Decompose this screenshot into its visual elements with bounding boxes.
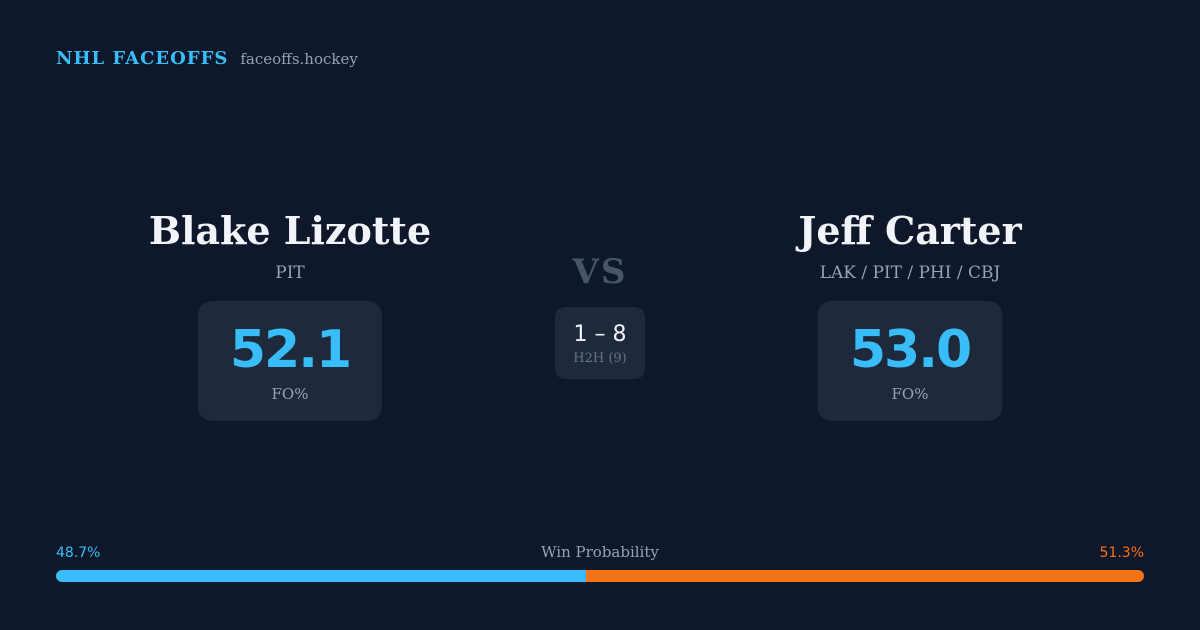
- win-probability-bar: [56, 570, 1144, 582]
- vs-label: VS: [572, 252, 628, 292]
- brand-url: faceoffs.hockey: [240, 50, 358, 68]
- brand-header: NHL FACEOFFS faceoffs.hockey: [56, 48, 358, 69]
- brand-title: NHL FACEOFFS: [56, 48, 229, 69]
- player-right-team: LAK / PIT / PHI / CBJ: [819, 263, 1001, 283]
- win-probability-right-value: 51.3%: [1099, 545, 1144, 561]
- win-probability-labels: 48.7% Win Probability 51.3%: [56, 543, 1144, 561]
- player-right-fo-label: FO%: [891, 385, 929, 403]
- player-left: Blake Lizotte PIT 52.1 FO%: [149, 205, 431, 421]
- player-right-fo-card: 53.0 FO%: [817, 301, 1003, 421]
- win-probability-bar-right: [585, 570, 1144, 582]
- player-left-fo-value: 52.1: [229, 320, 352, 380]
- h2h-card: 1 – 8 H2H (9): [555, 307, 645, 379]
- player-left-team: PIT: [275, 263, 305, 283]
- win-probability-left-value: 48.7%: [56, 545, 101, 561]
- win-probability-bar-left: [56, 570, 586, 582]
- win-probability-title: Win Probability: [541, 543, 659, 561]
- player-right: Jeff Carter LAK / PIT / PHI / CBJ 53.0 F…: [798, 205, 1022, 421]
- player-left-name: Blake Lizotte: [148, 208, 432, 253]
- player-right-fo-value: 53.0: [849, 320, 972, 380]
- player-left-fo-label: FO%: [271, 385, 309, 403]
- player-left-fo-card: 52.1 FO%: [197, 301, 383, 421]
- h2h-score: 1 – 8: [573, 321, 627, 347]
- h2h-label: H2H (9): [573, 350, 627, 366]
- player-right-name: Jeff Carter: [798, 208, 1022, 253]
